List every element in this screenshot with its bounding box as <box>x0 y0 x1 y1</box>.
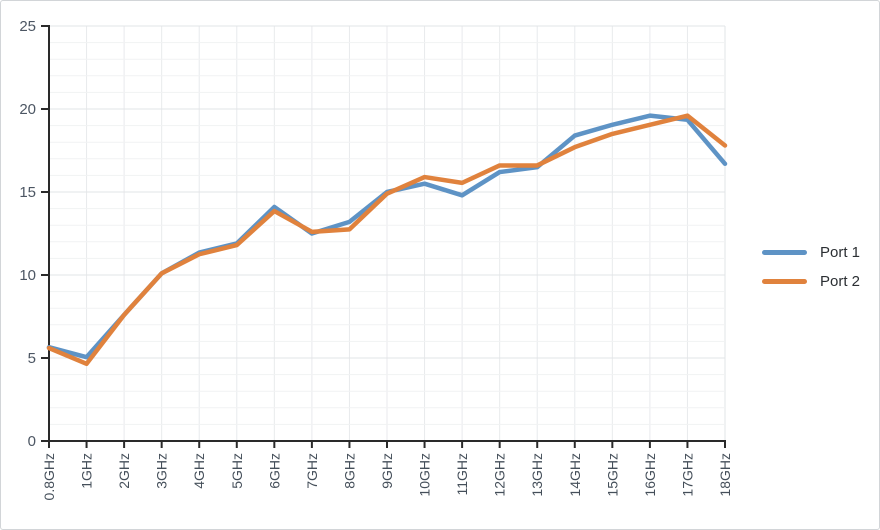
x-tick-label: 9GHz <box>379 453 395 489</box>
x-tick-label: 17GHz <box>679 453 695 497</box>
series-line-port2 <box>46 113 728 367</box>
x-tick-label: 15GHz <box>604 453 620 497</box>
x-tick-label: 3GHz <box>154 453 170 489</box>
x-tick-label: 11GHz <box>454 453 470 496</box>
legend-label-port2: Port 2 <box>820 272 861 290</box>
x-tick-label: 2GHz <box>116 453 132 489</box>
y-tick-label: 15 <box>19 184 36 201</box>
x-tick-label: 10GHz <box>417 453 433 497</box>
legend-item-port2[interactable]: Port 2 <box>762 271 860 291</box>
x-tick-label: 5GHz <box>229 453 245 489</box>
x-tick-label: 13GHz <box>529 453 545 497</box>
x-tick-label: 7GHz <box>304 453 320 489</box>
legend-item-port1[interactable]: Port 1 <box>762 242 860 262</box>
x-tick-label: 1GHz <box>79 453 95 489</box>
legend-label-port1: Port 1 <box>820 243 861 261</box>
port2-line-swatch <box>762 278 807 284</box>
x-tick-label: 14GHz <box>567 453 583 497</box>
x-tick-label: 18GHz <box>717 453 733 497</box>
x-tick-label: 6GHz <box>266 453 282 489</box>
x-tick-label: 8GHz <box>341 453 357 489</box>
x-tick-label: 0.8GHz <box>41 453 57 500</box>
x-tick-label: 12GHz <box>492 453 508 497</box>
port1-line-swatch <box>762 249 807 255</box>
y-tick-label: 25 <box>19 18 36 35</box>
x-tick-label: 4GHz <box>191 453 207 489</box>
y-tick-label: 5 <box>28 350 36 367</box>
y-tick-label: 0 <box>28 433 36 450</box>
y-tick-label: 20 <box>19 101 36 118</box>
y-tick-label: 10 <box>19 267 36 284</box>
x-tick-label: 16GHz <box>642 453 658 497</box>
legend: Port 1 Port 2 <box>762 242 860 291</box>
